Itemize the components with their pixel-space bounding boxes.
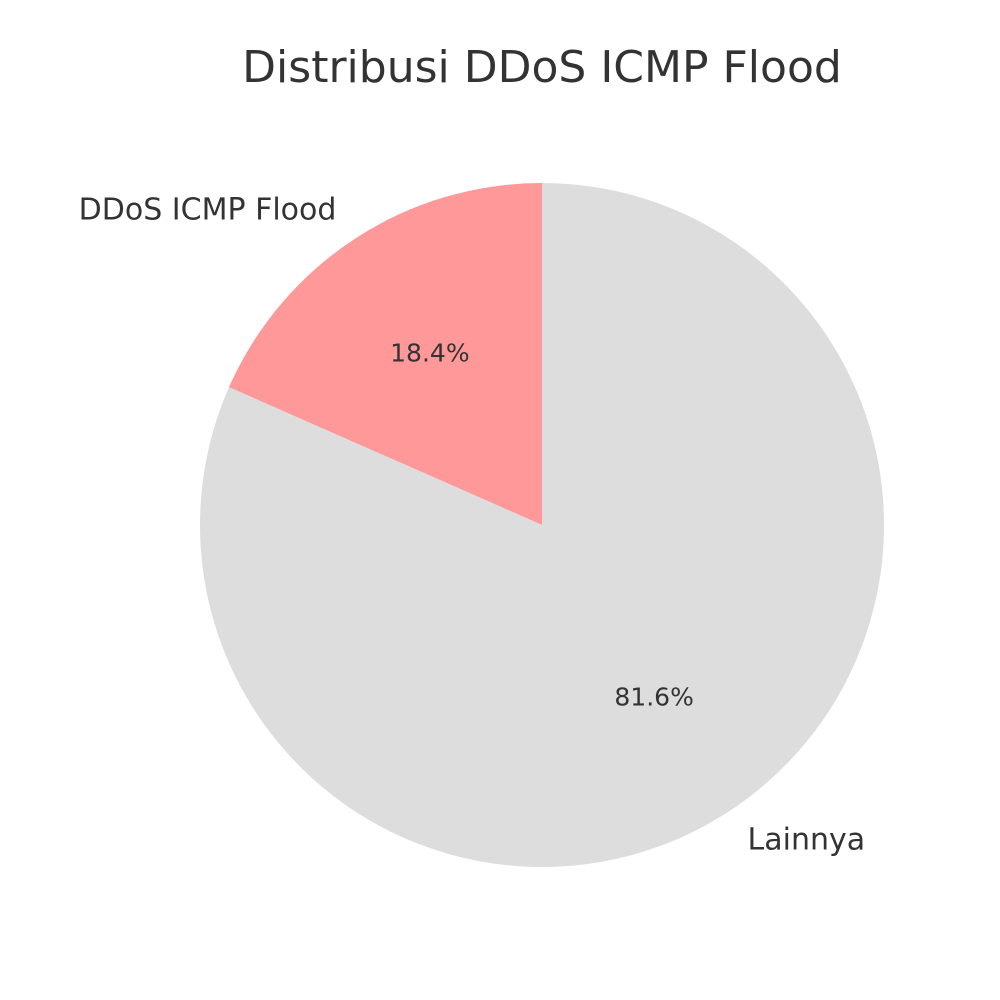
pie-slice-0 (228, 183, 542, 525)
pie-category-label-0: DDoS ICMP Flood (79, 192, 337, 227)
chart-title: Distribusi DDoS ICMP Flood (242, 42, 842, 93)
pie-percent-label-1: 81.6% (614, 682, 693, 711)
pie-labels: 18.4% DDoS ICMP Flood 81.6% Lainnya (79, 192, 866, 857)
pie-category-label-1: Lainnya (748, 823, 866, 858)
pie-percent-label-0: 18.4% (390, 339, 469, 368)
pie-slices (199, 183, 884, 867)
pie-slice-1 (199, 183, 884, 867)
